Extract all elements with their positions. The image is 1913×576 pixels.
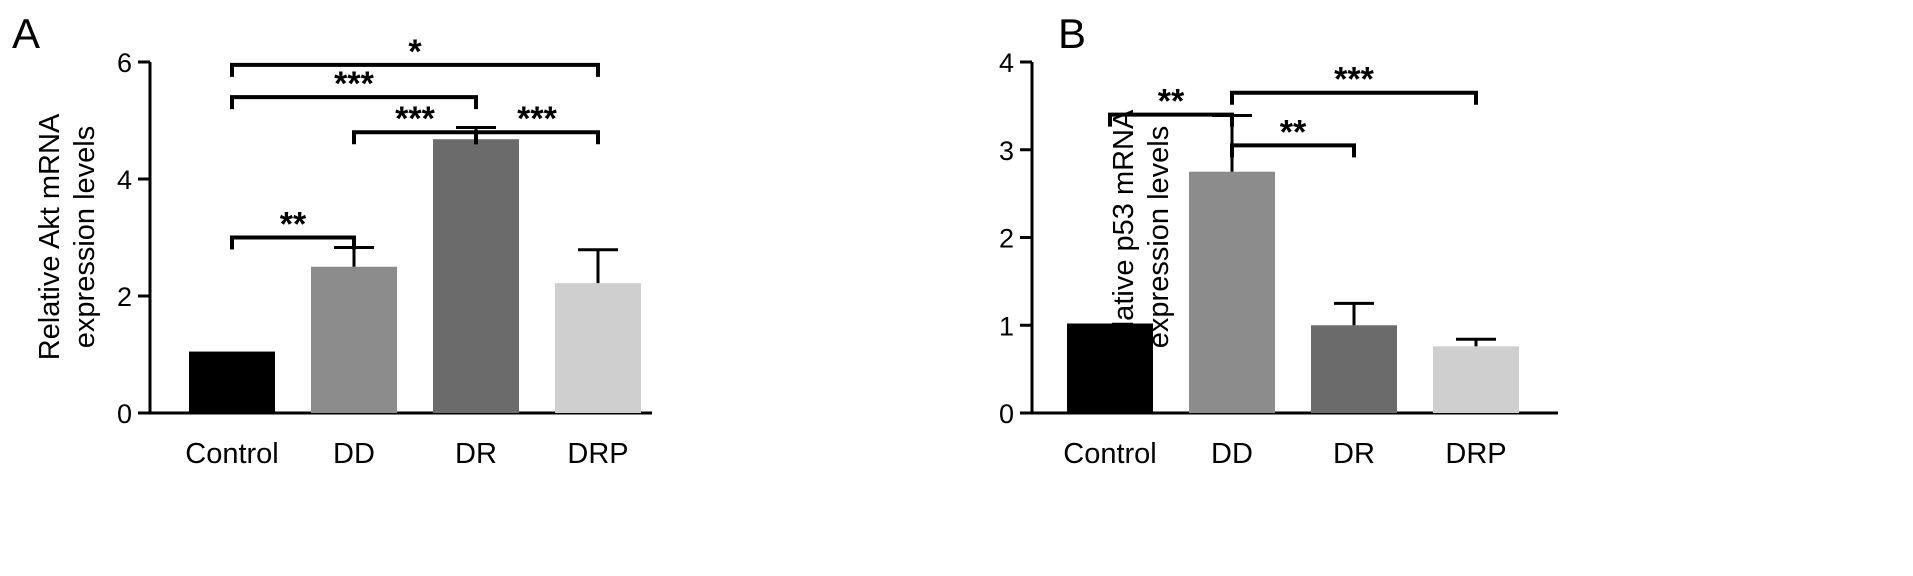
bar-a-dr <box>433 139 519 413</box>
bar-a-drp <box>555 283 641 413</box>
bar-b-dd <box>1189 171 1275 413</box>
y-tick-label-b-4: 4 <box>999 48 1014 78</box>
bar-a-control <box>189 351 275 413</box>
x-tick-label-b-dd: DD <box>1211 438 1253 470</box>
x-tick-label-a-dd: DD <box>333 438 375 470</box>
y-tick-label-a-2: 4 <box>117 165 132 195</box>
significance-label-b-0: ** <box>1158 83 1185 121</box>
significance-bracket-a-0 <box>230 235 356 250</box>
significance-label-b-2: *** <box>1334 61 1374 99</box>
significance-label-b-1: ** <box>1280 113 1307 151</box>
significance-label-a-4: * <box>408 33 422 71</box>
y-tick-label-b-1: 1 <box>999 311 1014 341</box>
y-tick-label-b-0: 0 <box>999 399 1014 429</box>
y-axis-title-a-line1: Relative Akt mRNA <box>34 113 66 360</box>
x-tick-label-b-control: Control <box>1063 438 1157 470</box>
significance-label-a-3: *** <box>334 65 374 103</box>
y-axis-title-b-line1: Relative p53 mRNA <box>1108 109 1140 364</box>
y-tick-label-a-0: 0 <box>117 399 132 429</box>
bar-b-dr <box>1311 325 1397 413</box>
y-tick-label-a-3: 6 <box>117 48 132 78</box>
bar-b-control <box>1067 323 1153 413</box>
x-tick-label-b-drp: DRP <box>1445 438 1506 470</box>
significance-bracket-a-3 <box>230 95 478 110</box>
significance-bracket-a-2 <box>474 130 600 145</box>
x-tick-label-a-drp: DRP <box>567 438 628 470</box>
significance-label-a-2: *** <box>517 100 557 138</box>
y-tick-label-b-2: 2 <box>999 224 1014 254</box>
significance-bracket-a-4 <box>230 62 600 77</box>
significance-bracket-b-0 <box>1108 112 1234 127</box>
y-axis-title-b-line2: expression levels <box>1143 126 1175 348</box>
panel-letter-a: A <box>12 10 40 57</box>
x-tick-label-b-dr: DR <box>1333 438 1375 470</box>
x-tick-label-a-dr: DR <box>455 438 497 470</box>
bar-a-dd <box>311 266 397 413</box>
x-tick-label-a-control: Control <box>185 438 279 470</box>
significance-label-a-0: ** <box>280 206 307 244</box>
y-tick-label-b-3: 3 <box>999 136 1014 166</box>
panel-letter-b: B <box>1058 10 1086 57</box>
significance-bracket-b-1 <box>1230 143 1356 158</box>
y-axis-title-a-line2: expression levels <box>69 126 101 348</box>
y-tick-label-a-1: 2 <box>117 282 132 312</box>
significance-bracket-b-2 <box>1230 90 1478 105</box>
bar-b-drp <box>1433 346 1519 413</box>
significance-label-a-1: *** <box>395 100 435 138</box>
